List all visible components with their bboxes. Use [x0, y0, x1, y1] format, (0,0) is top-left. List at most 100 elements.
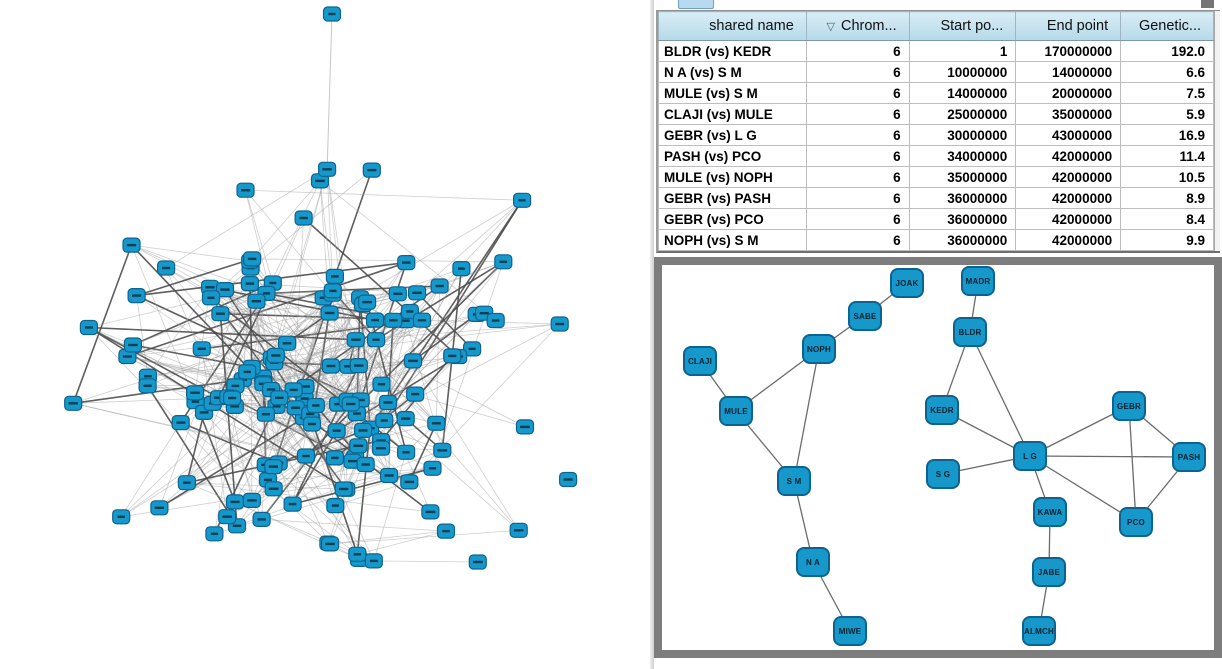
table-cell[interactable]: 170000000	[1015, 40, 1122, 62]
node-gebr[interactable]: GEBR	[1112, 391, 1146, 421]
table-cell[interactable]: CLAJI (vs) MULE	[658, 103, 807, 125]
table-cell[interactable]: 42000000	[1015, 187, 1122, 209]
node-label-glyph	[300, 397, 309, 400]
table-cell[interactable]: 6.6	[1120, 61, 1215, 83]
table-cell[interactable]: GEBR (vs) PASH	[658, 187, 807, 209]
table-cell[interactable]: 42000000	[1015, 166, 1122, 188]
table-cell[interactable]: NOPH (vs) S M	[658, 229, 807, 251]
table-cell[interactable]: 35000000	[1015, 103, 1122, 125]
table-cell[interactable]: 42000000	[1015, 208, 1122, 230]
table-cell[interactable]: 42000000	[1015, 145, 1122, 167]
node-s-g[interactable]: S G	[926, 459, 960, 489]
column-header-4[interactable]: Genetic...	[1120, 11, 1215, 41]
table-cell[interactable]: GEBR (vs) PCO	[658, 208, 807, 230]
table-tab-chip[interactable]	[678, 0, 714, 9]
table-cell[interactable]: 6	[805, 103, 910, 125]
column-header-2[interactable]: Start po...	[908, 11, 1017, 41]
column-header-1[interactable]: ▽ Chrom...	[805, 11, 910, 41]
table-cell[interactable]: 14000000	[1015, 61, 1122, 83]
node-madr[interactable]: MADR	[961, 266, 995, 296]
table-row[interactable]: MULE (vs) NOPH 6 35000000 42000000 10.5	[658, 166, 1215, 188]
table-cell[interactable]: 36000000	[908, 208, 1017, 230]
table-cell[interactable]: 11.4	[1120, 145, 1215, 167]
table-cell[interactable]: 192.0	[1120, 40, 1215, 62]
node-mule[interactable]: MULE	[719, 396, 753, 426]
table-cell[interactable]: 30000000	[908, 124, 1017, 146]
node-miwe[interactable]: MIWE	[833, 616, 867, 646]
table-cell[interactable]: 6	[805, 82, 910, 104]
column-header-3[interactable]: End point	[1015, 11, 1122, 41]
node-l-g[interactable]: L G	[1013, 441, 1047, 471]
main-network-view[interactable]	[0, 0, 650, 669]
node-kawa[interactable]: KAWA	[1033, 497, 1067, 527]
table-row[interactable]: GEBR (vs) L G 6 30000000 43000000 16.9	[658, 124, 1215, 146]
table-cell[interactable]: N A (vs) S M	[658, 61, 807, 83]
table-cell[interactable]: 34000000	[908, 145, 1017, 167]
table-row[interactable]: MULE (vs) S M 6 14000000 20000000 7.5	[658, 82, 1215, 104]
node-pco[interactable]: PCO	[1119, 507, 1153, 537]
column-header-0[interactable]: shared name	[658, 11, 807, 41]
subnetwork-canvas[interactable]: JOAK SABE NOPH CLAJI MULE KEDR MADR BLDR GEBR L G…	[662, 265, 1214, 650]
node-joak[interactable]: JOAK	[890, 268, 924, 298]
node-kedr[interactable]: KEDR	[925, 395, 959, 425]
table-cell[interactable]: 10.5	[1120, 166, 1215, 188]
table-row[interactable]: CLAJI (vs) MULE 6 25000000 35000000 5.9	[658, 103, 1215, 125]
table-cell[interactable]: MULE (vs) S M	[658, 82, 807, 104]
table-cell[interactable]: 6	[805, 229, 910, 251]
table-cell[interactable]: 9.9	[1120, 229, 1215, 251]
table-cell[interactable]: 16.9	[1120, 124, 1215, 146]
node-almch[interactable]: ALMCH	[1022, 616, 1056, 646]
table-cell[interactable]: 10000000	[908, 61, 1017, 83]
node-n-a[interactable]: N A	[796, 547, 830, 577]
table-row[interactable]: GEBR (vs) PASH 6 36000000 42000000 8.9	[658, 187, 1215, 209]
node-claji[interactable]: CLAJI	[683, 346, 717, 376]
table-cell[interactable]: 36000000	[908, 229, 1017, 251]
table-cell[interactable]: 6	[805, 187, 910, 209]
table-cell[interactable]: 1	[908, 40, 1017, 62]
network-edge[interactable]	[1029, 455, 1137, 523]
network-edge[interactable]	[1128, 405, 1137, 523]
network-edge[interactable]	[793, 348, 820, 482]
filter-icon[interactable]: ▽	[826, 21, 835, 33]
table-scrollbar[interactable]	[1214, 11, 1220, 251]
table-cell[interactable]: 6	[805, 145, 910, 167]
network-edge	[267, 467, 433, 481]
panel-divider[interactable]	[650, 0, 654, 669]
network-edge[interactable]	[969, 331, 1031, 457]
table-cell[interactable]: 6	[805, 208, 910, 230]
network-edge	[432, 261, 504, 469]
table-cell[interactable]: MULE (vs) NOPH	[658, 166, 807, 188]
table-cell[interactable]: 6	[805, 124, 910, 146]
table-row[interactable]: PASH (vs) PCO 6 34000000 42000000 11.4	[658, 145, 1215, 167]
node-bldr[interactable]: BLDR	[953, 317, 987, 347]
table-cell[interactable]: BLDR (vs) KEDR	[658, 40, 807, 62]
table-cell[interactable]: PASH (vs) PCO	[658, 145, 807, 167]
table-row[interactable]: GEBR (vs) PCO 6 36000000 42000000 8.4	[658, 208, 1215, 230]
network-edge[interactable]	[1029, 455, 1190, 458]
table-cell[interactable]: 7.5	[1120, 82, 1215, 104]
network-edge	[131, 244, 251, 262]
table-cell[interactable]: 14000000	[908, 82, 1017, 104]
table-cell[interactable]: 6	[805, 40, 910, 62]
table-cell[interactable]: 6	[805, 61, 910, 83]
table-row[interactable]: NOPH (vs) S M 6 36000000 42000000 9.9	[658, 229, 1215, 251]
table-cell[interactable]: 20000000	[1015, 82, 1122, 104]
node-jabe[interactable]: JABE	[1032, 557, 1066, 587]
table-cell[interactable]: 36000000	[908, 187, 1017, 209]
table-cell[interactable]: 8.9	[1120, 187, 1215, 209]
main-network-canvas[interactable]	[0, 0, 650, 669]
node-pash[interactable]: PASH	[1172, 442, 1206, 472]
node-s-m[interactable]: S M	[777, 466, 811, 496]
table-cell[interactable]: GEBR (vs) L G	[658, 124, 807, 146]
table-cell[interactable]: 35000000	[908, 166, 1017, 188]
table-cell[interactable]: 25000000	[908, 103, 1017, 125]
table-row[interactable]: BLDR (vs) KEDR 6 1 170000000 192.0	[658, 40, 1215, 62]
table-row[interactable]: N A (vs) S M 6 10000000 14000000 6.6	[658, 61, 1215, 83]
table-cell[interactable]: 8.4	[1120, 208, 1215, 230]
table-cell[interactable]: 5.9	[1120, 103, 1215, 125]
node-sabe[interactable]: SABE	[848, 301, 882, 331]
table-cell[interactable]: 6	[805, 166, 910, 188]
table-cell[interactable]: 42000000	[1015, 229, 1122, 251]
node-noph[interactable]: NOPH	[802, 334, 836, 364]
table-cell[interactable]: 43000000	[1015, 124, 1122, 146]
